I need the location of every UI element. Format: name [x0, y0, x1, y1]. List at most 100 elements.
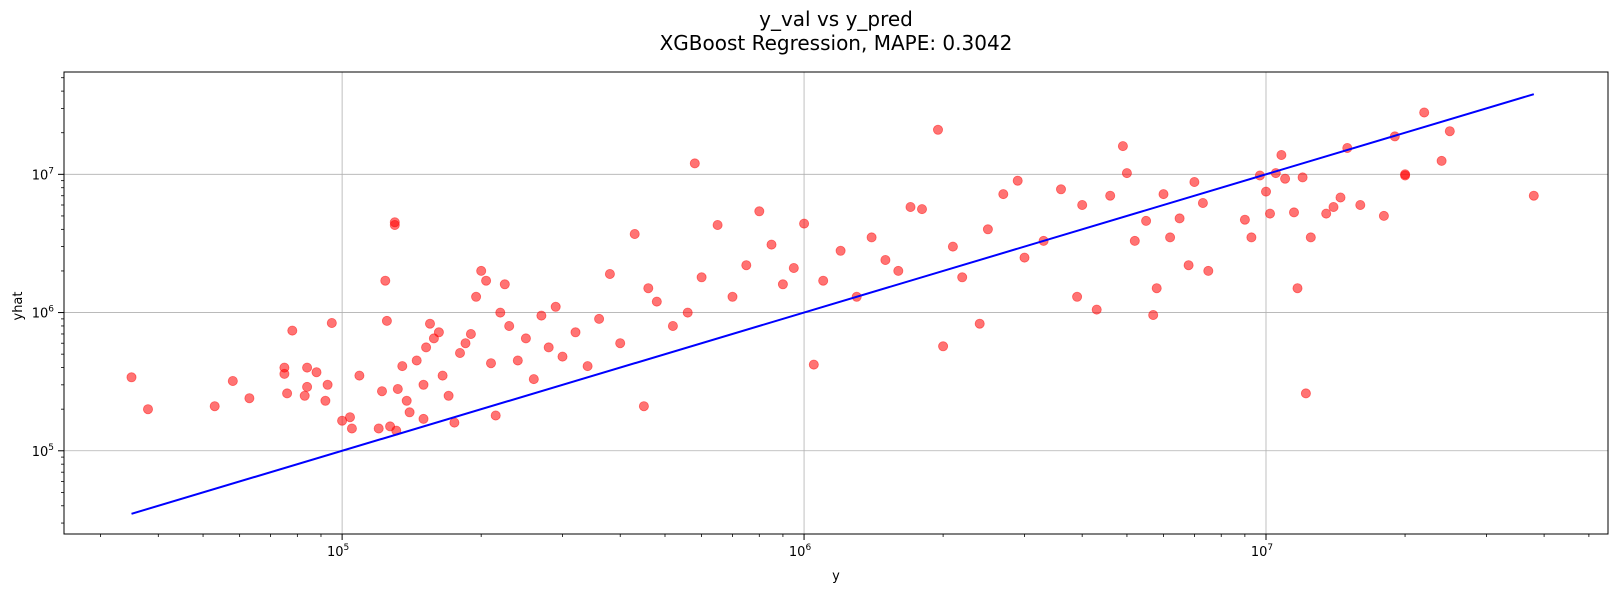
data-point	[1261, 186, 1272, 197]
data-point	[481, 275, 492, 286]
data-point	[1289, 207, 1300, 218]
data-point	[1129, 235, 1140, 246]
data-point	[411, 355, 422, 366]
data-point	[495, 307, 506, 318]
data-point	[471, 291, 482, 302]
data-point	[344, 412, 355, 423]
data-point	[933, 124, 944, 135]
data-point	[835, 245, 846, 256]
data-point	[1077, 199, 1088, 210]
data-point	[1117, 141, 1128, 152]
data-point	[808, 359, 819, 370]
data-point	[1328, 201, 1339, 212]
data-point	[227, 375, 238, 386]
data-point	[311, 367, 322, 378]
data-point	[1239, 214, 1250, 225]
data-point	[741, 260, 752, 271]
data-point	[373, 423, 384, 434]
data-point	[651, 296, 662, 307]
data-point	[557, 351, 568, 362]
data-point	[302, 381, 313, 392]
data-point	[957, 272, 968, 283]
data-point	[528, 374, 539, 385]
data-point	[643, 283, 654, 294]
data-point	[866, 232, 877, 243]
data-point	[320, 395, 331, 406]
data-point	[279, 368, 290, 379]
data-point	[696, 272, 707, 283]
data-point	[299, 390, 310, 401]
data-point	[1276, 149, 1287, 160]
data-point	[1148, 309, 1159, 320]
data-point	[421, 342, 432, 353]
data-point	[766, 239, 777, 250]
data-point	[682, 307, 693, 318]
data-point	[1355, 199, 1366, 210]
data-point	[1158, 189, 1169, 200]
data-point	[1292, 283, 1303, 294]
data-point	[582, 361, 593, 372]
data-point	[727, 291, 738, 302]
data-point	[777, 279, 788, 290]
data-point	[1419, 107, 1430, 118]
data-point	[1091, 304, 1102, 315]
data-point	[1174, 213, 1185, 224]
data-point	[337, 415, 348, 426]
data-point	[381, 315, 392, 326]
data-point	[905, 201, 916, 212]
data-point	[1056, 184, 1067, 195]
scatter-points	[126, 107, 1539, 436]
data-point	[754, 206, 765, 217]
chart-title: y_val vs y_pred	[759, 7, 913, 31]
data-point	[1019, 252, 1030, 263]
data-point	[1444, 126, 1455, 137]
data-point	[460, 338, 471, 349]
data-point	[1300, 388, 1311, 399]
reference-line	[131, 93, 1535, 515]
data-point	[287, 325, 298, 336]
data-point	[594, 313, 605, 324]
data-point	[126, 372, 137, 383]
data-point	[1335, 192, 1346, 203]
data-point	[490, 410, 501, 421]
data-point	[880, 254, 891, 265]
data-point	[354, 370, 365, 381]
data-point	[389, 219, 400, 230]
axes: 105 106 107 105 106 107	[32, 71, 1609, 560]
data-point	[818, 275, 829, 286]
data-point	[437, 370, 448, 381]
data-point	[428, 333, 439, 344]
data-point	[629, 228, 640, 239]
data-point	[536, 310, 547, 321]
data-point	[1265, 208, 1276, 219]
data-point	[667, 320, 678, 331]
y-tick-label: 107	[32, 166, 54, 183]
grid-lines	[64, 72, 1608, 534]
data-point	[1121, 168, 1132, 179]
data-point	[302, 362, 313, 373]
y-axis-label: yhat	[11, 292, 26, 321]
data-point	[322, 379, 333, 390]
data-point	[550, 301, 561, 312]
data-point	[1189, 176, 1200, 187]
y-tick-label: 105	[32, 443, 54, 460]
data-point	[326, 317, 337, 328]
data-point	[1105, 190, 1116, 201]
data-point	[604, 268, 615, 279]
data-point	[543, 342, 554, 353]
data-point	[982, 224, 993, 235]
data-point	[1321, 208, 1332, 219]
data-point	[476, 265, 487, 276]
data-point	[404, 407, 415, 418]
data-point	[1203, 265, 1214, 276]
data-point	[1165, 232, 1176, 243]
data-point	[1400, 170, 1411, 181]
data-point	[638, 401, 649, 412]
data-point	[1297, 172, 1308, 183]
data-point	[689, 158, 700, 169]
data-point	[1072, 291, 1083, 302]
data-point	[401, 395, 412, 406]
data-point	[512, 355, 523, 366]
